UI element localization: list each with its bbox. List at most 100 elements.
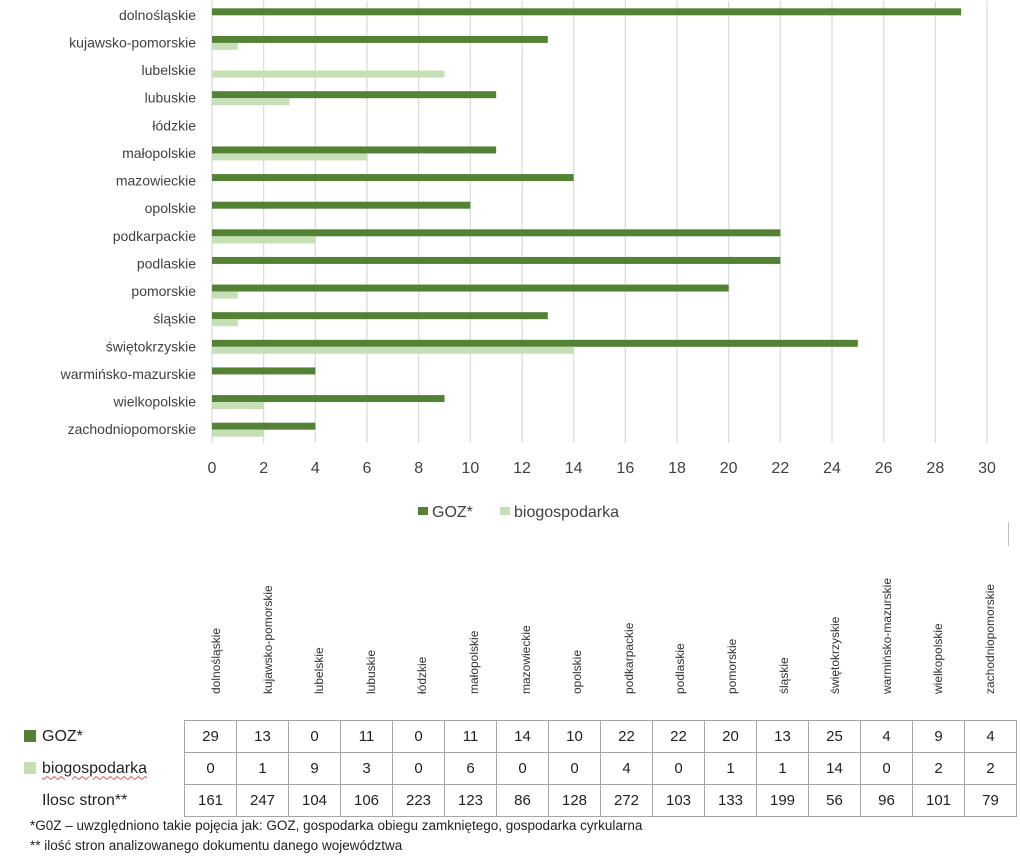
footnote-goz: *G0Z – uwzględniono takie pojęcia jak: G… [30,818,643,833]
table-cell: 14 [496,720,549,753]
bar-biogospodarka [212,98,290,106]
y-category-label: łódzkie [152,117,196,133]
column-header-label: małopolskie [467,630,481,694]
column-header-label: pomorskie [725,638,739,694]
column-header-label: opolskie [570,649,585,694]
column-header-label: lubelskie [312,647,327,694]
table-cell: 0 [392,752,445,785]
bar-biogospodarka [212,319,238,327]
row-label: biogospodarka [24,753,185,785]
bar-biogospodarka [212,291,238,299]
bar-goz [212,146,497,154]
table-cell: 103 [652,784,705,817]
bar-goz [212,91,497,99]
x-tick-label: 10 [461,460,479,477]
table-cell: 13 [236,720,289,753]
column-header-label: mazowieckie [518,625,533,694]
bar-goz [212,35,548,43]
table-cell: 25 [808,720,861,753]
legend-swatch [418,507,428,515]
table-body: GOZ* 29 13 0 11 0 11 14 10 22 22 20 13 25 4 9 4 biogospod… [24,720,1017,817]
table-column-header: warmińsko-mazurskie [861,558,913,708]
table-header-row: dolnośląskie kujawsko-pomorskie lubelskie l… [24,560,1018,716]
table-row: Ilosc stron** 161 247 104 106 223 123 86 128 272 1… [24,784,1017,817]
y-category-label: podkarpackie [113,228,196,244]
table-cell: 247 [236,784,289,817]
bar-biogospodarka [212,346,574,354]
x-tick-label: 0 [208,460,217,477]
bar-goz [212,174,574,182]
bar-chart: dolnośląskie kujawsko-pomorskie lubelskie l… [60,1,996,521]
table-column-header: opolskie [551,558,603,708]
y-category-label: kujawsko-pomorskie [69,34,196,50]
table-cell: 4 [964,720,1017,753]
table-cell: 223 [392,784,445,817]
legend-key-swatch [24,729,36,742]
table-column-header: podlaskie [654,558,706,708]
y-category-label: śląskie [153,311,196,327]
bar-goz [212,229,781,237]
table-cell: 22 [652,720,705,753]
x-tick-label: 4 [311,460,320,477]
table-cell: 106 [340,784,393,817]
x-tick-label: 20 [720,460,738,477]
table-cell: 11 [444,720,497,753]
bar-goz [212,367,316,375]
legend-label: biogospodarka [514,504,619,521]
table-column-header: pomorskie [706,558,758,708]
table-cell: 22 [600,720,653,753]
x-tick-label: 6 [363,460,372,477]
table-column-header: łódzkie [396,558,448,708]
table-cell: 96 [860,784,913,817]
table-cell: 0 [860,752,913,785]
table-cell: 133 [704,784,757,817]
table-cell: 0 [548,752,601,785]
bar-biogospodarka [212,429,264,437]
x-tick-label: 8 [414,460,423,477]
column-header-label: dolnośląskie [209,627,223,694]
column-header-label: wielkopolskie [931,623,946,694]
y-category-label: podlaskie [137,255,196,271]
table-cell: 0 [652,752,705,785]
column-header-label: podkarpackie [621,622,636,694]
x-tick-label: 18 [668,460,686,477]
table-cell: 14 [808,752,861,785]
bar-goz [212,339,858,347]
row-label-text: biogospodarka [42,759,147,777]
table-column-header: śląskie [758,558,810,708]
y-category-label: warmińsko-mazurskie [60,366,197,382]
bar-goz [212,422,316,430]
table-cell: 272 [600,784,653,817]
table-row: biogospodarka 0 1 9 3 0 6 0 0 4 0 1 1 14 0 2 2 [24,752,1017,785]
table-column-header: lubuskie [345,558,397,708]
table-column-header: mazowieckie [500,558,552,708]
bar-goz [212,201,471,209]
y-category-label: mazowieckie [116,173,196,189]
bar-goz [212,256,781,264]
column-header-label: podlaskie [673,643,688,694]
legend-swatch [500,507,510,515]
table-cell: 0 [184,752,237,785]
table-cell: 1 [236,752,289,785]
bar-biogospodarka [212,236,316,244]
y-category-label: wielkopolskie [113,394,197,410]
column-header-label: lubuskie [363,649,378,694]
x-tick-label: 22 [771,460,789,477]
table-cell: 123 [444,784,497,817]
column-header-label: świętokrzyskie [828,616,843,694]
table-cell: 6 [444,752,497,785]
x-tick-label: 26 [875,460,893,477]
table-cell: 9 [288,752,341,785]
bar-biogospodarka [212,42,238,50]
table-cell: 101 [912,784,965,817]
table-cell: 11 [340,720,393,753]
table-column-header: małopolskie [448,558,500,708]
table-column-header: podkarpackie [603,558,655,708]
row-label: GOZ* [24,721,185,753]
table-cell: 3 [340,752,393,785]
y-category-label: małopolskie [122,145,196,161]
table-cell: 29 [184,720,237,753]
table-cell: 20 [704,720,757,753]
column-header-label: warmińsko-mazurskie [879,577,894,694]
x-tick-label: 14 [565,460,583,477]
